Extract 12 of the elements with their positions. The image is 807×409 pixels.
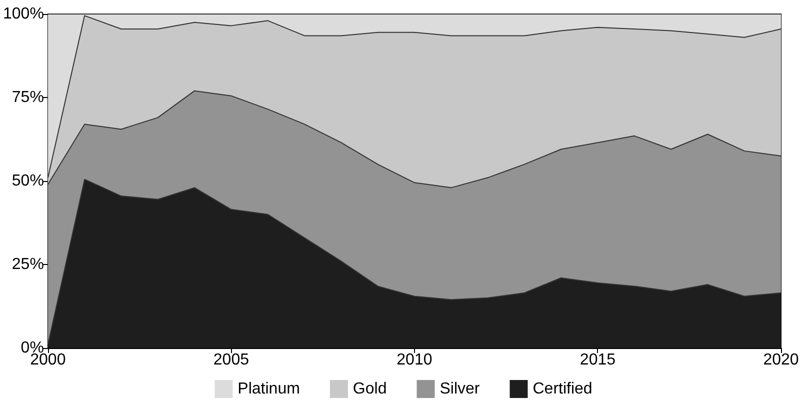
x-tick-label: 2015: [580, 352, 616, 368]
legend-label: Silver: [440, 380, 480, 398]
x-tick-label: 2005: [213, 352, 250, 368]
y-tick-label: 50%: [12, 172, 44, 190]
x-tick-label: 2020: [763, 352, 799, 368]
legend-label: Gold: [352, 380, 387, 398]
legend-label: Platinum: [238, 380, 300, 398]
y-tick-label: 100%: [3, 6, 44, 22]
legend-label: Certified: [532, 380, 592, 398]
y-tick-label: 25%: [12, 256, 44, 273]
y-tick-label: 75%: [12, 89, 44, 106]
x-tick-label: 2010: [396, 352, 432, 368]
